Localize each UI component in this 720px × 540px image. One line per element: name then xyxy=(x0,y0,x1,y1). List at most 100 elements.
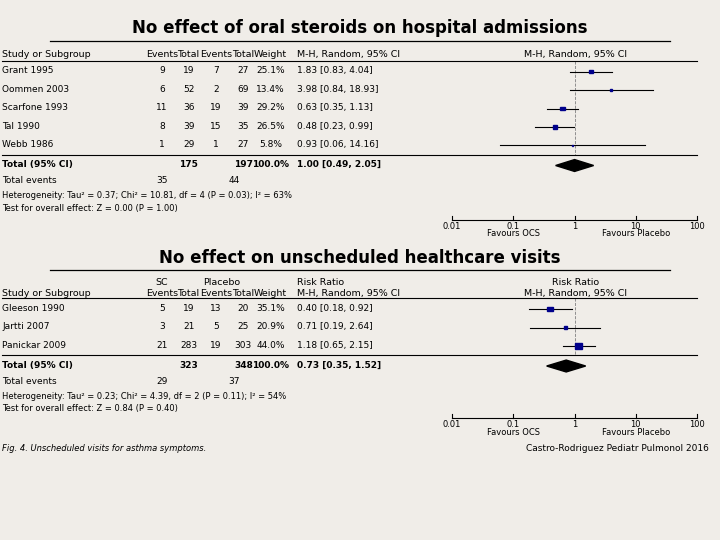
Text: Heterogeneity: Tau² = 0.37; Chi² = 10.81, df = 4 (P = 0.03); I² = 63%: Heterogeneity: Tau² = 0.37; Chi² = 10.81… xyxy=(2,192,292,200)
Bar xyxy=(553,125,557,129)
Text: 29: 29 xyxy=(156,377,168,386)
Text: Total events: Total events xyxy=(2,177,57,185)
Text: Panickar 2009: Panickar 2009 xyxy=(2,341,66,349)
Text: 2: 2 xyxy=(213,85,219,94)
Text: 25: 25 xyxy=(238,322,249,331)
Text: 0.48 [0.23, 0.99]: 0.48 [0.23, 0.99] xyxy=(297,122,372,131)
Text: 100: 100 xyxy=(689,420,705,429)
Text: 20: 20 xyxy=(238,304,249,313)
Text: 5: 5 xyxy=(213,322,219,331)
Text: 27: 27 xyxy=(238,66,249,76)
Text: 19: 19 xyxy=(183,304,194,313)
Text: Favours Placebo: Favours Placebo xyxy=(602,428,670,436)
Text: Castro-Rodriguez Pediatr Pulmonol 2016: Castro-Rodriguez Pediatr Pulmonol 2016 xyxy=(526,444,709,453)
Bar xyxy=(564,326,567,329)
Text: No effect on unscheduled healthcare visits: No effect on unscheduled healthcare visi… xyxy=(159,249,561,267)
Bar xyxy=(611,90,612,91)
Text: 36: 36 xyxy=(183,103,194,112)
Text: 35: 35 xyxy=(238,122,249,131)
Text: 19: 19 xyxy=(210,103,222,112)
Text: 100: 100 xyxy=(689,222,705,231)
Text: 323: 323 xyxy=(179,361,198,369)
Text: 20.9%: 20.9% xyxy=(256,322,285,331)
Text: 3.98 [0.84, 18.93]: 3.98 [0.84, 18.93] xyxy=(297,85,378,94)
Text: 0.1: 0.1 xyxy=(507,222,520,231)
Text: SC: SC xyxy=(156,278,168,287)
Text: 1: 1 xyxy=(159,140,165,149)
Text: Webb 1986: Webb 1986 xyxy=(2,140,53,149)
Text: M-H, Random, 95% CI: M-H, Random, 95% CI xyxy=(297,50,400,59)
Text: Total (95% CI): Total (95% CI) xyxy=(2,361,73,369)
Text: Heterogeneity: Tau² = 0.23; Chi² = 4.39, df = 2 (P = 0.11); I² = 54%: Heterogeneity: Tau² = 0.23; Chi² = 4.39,… xyxy=(2,392,287,401)
Bar xyxy=(589,70,593,73)
Text: 0.01: 0.01 xyxy=(443,420,462,429)
Text: 1.18 [0.65, 2.15]: 1.18 [0.65, 2.15] xyxy=(297,341,372,349)
Text: 35.1%: 35.1% xyxy=(256,304,285,313)
Text: M-H, Random, 95% CI: M-H, Random, 95% CI xyxy=(524,50,628,59)
Text: 175: 175 xyxy=(179,160,198,169)
Text: Jartti 2007: Jartti 2007 xyxy=(2,322,50,331)
Text: 7: 7 xyxy=(213,66,219,76)
Text: 10: 10 xyxy=(631,222,641,231)
Text: Favours Placebo: Favours Placebo xyxy=(602,230,670,238)
Text: Favours OCS: Favours OCS xyxy=(487,428,540,436)
Text: 100.0%: 100.0% xyxy=(252,361,289,369)
Text: 303: 303 xyxy=(235,341,252,349)
Text: 0.73 [0.35, 1.52]: 0.73 [0.35, 1.52] xyxy=(297,361,381,369)
Text: 1: 1 xyxy=(572,222,577,231)
Text: Total: Total xyxy=(178,289,199,298)
Text: 44.0%: 44.0% xyxy=(256,341,285,349)
Text: 44: 44 xyxy=(228,177,240,185)
Text: M-H, Random, 95% CI: M-H, Random, 95% CI xyxy=(524,289,628,298)
Text: No effect of oral steroids on hospital admissions: No effect of oral steroids on hospital a… xyxy=(132,19,588,37)
Text: 283: 283 xyxy=(180,341,197,349)
Text: 19: 19 xyxy=(210,341,222,349)
Polygon shape xyxy=(556,160,593,172)
Text: 35: 35 xyxy=(156,177,168,185)
Bar xyxy=(560,107,564,110)
Text: Total events: Total events xyxy=(2,377,57,386)
Text: Oommen 2003: Oommen 2003 xyxy=(2,85,69,94)
Text: 1.00 [0.49, 2.05]: 1.00 [0.49, 2.05] xyxy=(297,160,381,169)
Text: 13.4%: 13.4% xyxy=(256,85,285,94)
Text: Events: Events xyxy=(200,289,232,298)
Text: 0.40 [0.18, 0.92]: 0.40 [0.18, 0.92] xyxy=(297,304,372,313)
Text: 5: 5 xyxy=(159,304,165,313)
Text: 13: 13 xyxy=(210,304,222,313)
Text: 27: 27 xyxy=(238,140,249,149)
Text: 100.0%: 100.0% xyxy=(252,160,289,169)
Text: Total: Total xyxy=(178,50,199,59)
Text: Study or Subgroup: Study or Subgroup xyxy=(2,289,91,298)
Text: 39: 39 xyxy=(183,122,194,131)
Text: Scarfone 1993: Scarfone 1993 xyxy=(2,103,68,112)
Text: Risk Ratio: Risk Ratio xyxy=(297,278,343,287)
Bar xyxy=(547,307,553,311)
Text: 3: 3 xyxy=(159,322,165,331)
Text: 8: 8 xyxy=(159,122,165,131)
Text: 1: 1 xyxy=(213,140,219,149)
Polygon shape xyxy=(546,360,585,372)
Text: 21: 21 xyxy=(183,322,194,331)
Text: Fig. 4. Unscheduled visits for asthma symptoms.: Fig. 4. Unscheduled visits for asthma sy… xyxy=(2,444,207,453)
Text: Gleeson 1990: Gleeson 1990 xyxy=(2,304,65,313)
Text: 69: 69 xyxy=(238,85,249,94)
Text: Events: Events xyxy=(146,50,178,59)
Text: Study or Subgroup: Study or Subgroup xyxy=(2,50,91,59)
Text: Total: Total xyxy=(233,50,254,59)
Text: Risk Ratio: Risk Ratio xyxy=(552,278,600,287)
Text: Test for overall effect: Z = 0.00 (P = 1.00): Test for overall effect: Z = 0.00 (P = 1… xyxy=(2,205,178,213)
Text: 19: 19 xyxy=(183,66,194,76)
Text: 26.5%: 26.5% xyxy=(256,122,285,131)
Text: Grant 1995: Grant 1995 xyxy=(2,66,54,76)
Text: Events: Events xyxy=(200,50,232,59)
Text: Events: Events xyxy=(146,289,178,298)
Text: 9: 9 xyxy=(159,66,165,76)
Text: 1.83 [0.83, 4.04]: 1.83 [0.83, 4.04] xyxy=(297,66,372,76)
Text: 0.01: 0.01 xyxy=(443,222,462,231)
Text: Total (95% CI): Total (95% CI) xyxy=(2,160,73,169)
Text: Weight: Weight xyxy=(254,50,287,59)
Text: M-H, Random, 95% CI: M-H, Random, 95% CI xyxy=(297,289,400,298)
Text: 1: 1 xyxy=(572,420,577,429)
Text: 197: 197 xyxy=(234,160,253,169)
Text: 15: 15 xyxy=(210,122,222,131)
